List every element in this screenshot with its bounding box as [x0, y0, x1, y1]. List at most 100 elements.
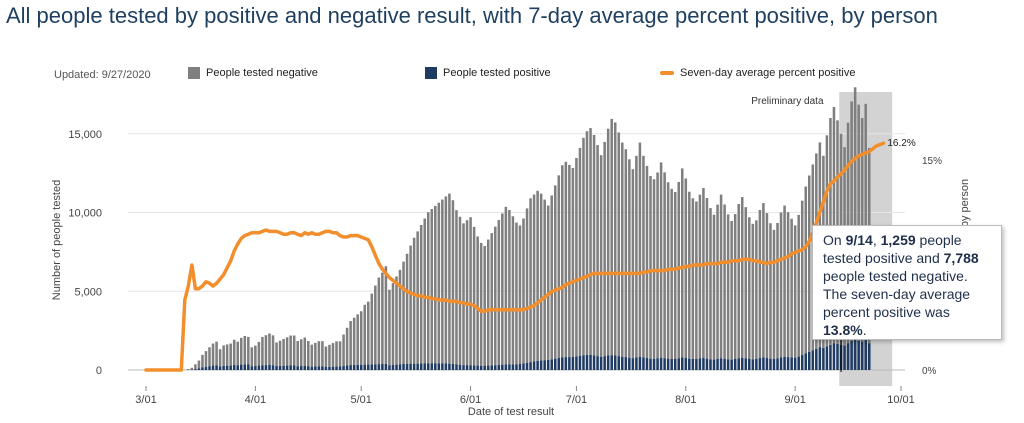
- bar-positive: [384, 363, 388, 370]
- legend-negative[interactable]: People tested negative: [188, 67, 318, 79]
- bar-negative: [571, 167, 575, 357]
- bar-negative: [388, 289, 391, 366]
- bar-negative: [197, 360, 201, 369]
- bar-negative: [561, 165, 564, 358]
- bar-positive: [494, 365, 497, 370]
- bar-negative: [638, 142, 642, 357]
- bar-positive: [515, 364, 518, 370]
- bar-positive: [508, 364, 511, 370]
- bar-positive: [561, 357, 564, 370]
- bar-positive: [483, 365, 486, 370]
- bar-positive: [356, 364, 359, 370]
- bar-positive: [405, 364, 409, 370]
- bar-positive: [688, 358, 691, 370]
- bar-positive: [247, 364, 250, 370]
- bar-positive: [194, 369, 197, 370]
- bar-negative: [441, 199, 444, 364]
- bar-positive: [285, 365, 289, 370]
- bar-negative: [585, 131, 589, 355]
- bar-negative: [434, 205, 437, 364]
- x-tick-label: 7/01: [566, 394, 587, 406]
- legend-positive[interactable]: People tested positive: [425, 67, 551, 79]
- tooltip-mid2: people tested negative. The seven-day av…: [823, 268, 971, 320]
- bar-negative: [426, 212, 430, 364]
- bar-positive: [702, 358, 705, 370]
- bar-negative: [465, 220, 469, 366]
- x-tick-label: 4/01: [245, 394, 266, 406]
- bar-negative: [211, 343, 215, 366]
- bar-negative: [603, 141, 606, 357]
- bar-positive: [804, 353, 808, 370]
- bar-negative: [299, 339, 303, 367]
- bar-positive: [342, 366, 345, 370]
- bar-positive: [853, 339, 857, 370]
- bar-positive: [740, 357, 744, 370]
- bar-negative: [610, 118, 613, 356]
- bar-positive: [568, 357, 571, 370]
- bar-positive: [391, 364, 395, 370]
- bar-positive: [797, 356, 800, 370]
- end-value-label: 16.2%: [887, 138, 915, 149]
- bar-negative: [359, 311, 363, 365]
- bar-positive: [359, 364, 363, 370]
- bar-negative: [755, 220, 758, 359]
- bar-negative: [384, 266, 388, 364]
- bar-negative: [525, 208, 529, 363]
- bar-positive: [539, 360, 543, 370]
- bar-negative: [716, 204, 719, 359]
- y-tick-label: 0: [96, 365, 102, 377]
- bar-negative: [578, 147, 582, 356]
- updated-date: Updated: 9/27/2020: [54, 69, 151, 81]
- bar-positive: [345, 365, 349, 370]
- bar-positive: [377, 364, 381, 370]
- bar-negative: [377, 277, 381, 365]
- bar-positive: [222, 365, 225, 370]
- bar-negative: [628, 159, 631, 358]
- bar-negative: [589, 128, 592, 355]
- bar-positive: [529, 362, 532, 370]
- bar-negative: [416, 231, 419, 364]
- bar-negative: [557, 175, 561, 359]
- bar-positive: [426, 363, 430, 370]
- bar-positive: [229, 365, 232, 370]
- bar-negative: [430, 209, 434, 364]
- bar-negative: [564, 161, 568, 358]
- bar-negative: [490, 233, 494, 366]
- bar-positive: [532, 361, 536, 370]
- x-tick-label: 3/01: [135, 394, 156, 406]
- bar-positive: [800, 355, 804, 370]
- bar-positive: [490, 365, 494, 370]
- bar-negative: [451, 200, 455, 365]
- bar-positive: [748, 358, 751, 370]
- x-tick-label: 9/01: [784, 394, 805, 406]
- bar-negative: [398, 269, 402, 365]
- bar-negative: [307, 341, 310, 367]
- bar-positive: [762, 357, 765, 370]
- bar-negative: [472, 226, 476, 366]
- bar-negative: [539, 193, 543, 361]
- bar-positive: [673, 358, 677, 370]
- bar-negative: [448, 193, 451, 364]
- bar-negative: [624, 149, 628, 358]
- bar-positive: [331, 366, 335, 370]
- bar-negative: [208, 347, 211, 367]
- bar-positive: [363, 364, 367, 370]
- bar-positive: [578, 355, 582, 370]
- bar-positive: [296, 366, 299, 370]
- bar-negative: [673, 192, 677, 359]
- bar-negative: [606, 128, 610, 356]
- bar-positive: [617, 356, 621, 370]
- bar-positive: [398, 364, 402, 370]
- bar-positive: [444, 363, 448, 370]
- bar-positive: [592, 355, 596, 370]
- bar-positive: [783, 356, 786, 370]
- bar-positive: [469, 365, 472, 370]
- bar-positive: [486, 365, 490, 370]
- y-axis-ticks: 0 5,000 10,000 15,000: [68, 129, 102, 377]
- bar-positive: [321, 366, 324, 370]
- legend-percent[interactable]: Seven-day average percent positive: [660, 67, 856, 79]
- bar-negative: [225, 344, 229, 366]
- bar-negative: [804, 186, 808, 354]
- bar-negative: [423, 218, 426, 364]
- y-tick-label: 10,000: [68, 208, 102, 220]
